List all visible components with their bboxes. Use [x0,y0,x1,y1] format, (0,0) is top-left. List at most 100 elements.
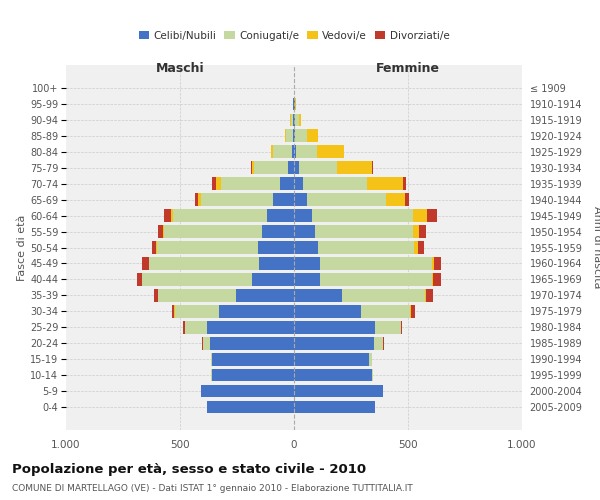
Bar [294,130,295,142]
Bar [154,289,158,302]
Bar [412,305,415,318]
Bar [294,321,375,334]
Bar [262,226,294,238]
Bar [374,337,383,349]
Bar [274,194,294,206]
Bar [403,178,406,190]
Bar [320,257,432,270]
Bar [337,162,371,174]
Bar [296,146,317,158]
Bar [294,273,320,285]
Bar [418,242,424,254]
Bar [149,257,259,270]
Bar [251,162,252,174]
Bar [212,178,217,190]
Bar [173,210,266,222]
Bar [294,369,371,382]
Bar [171,210,173,222]
Bar [198,194,200,206]
Bar [369,353,371,366]
Bar [209,337,294,349]
Bar [151,242,156,254]
Bar [266,210,294,222]
Bar [383,337,384,349]
Bar [252,273,294,285]
Bar [294,146,296,158]
Bar [236,289,294,302]
Bar [286,130,293,142]
Bar [203,337,209,349]
Bar [303,178,367,190]
Bar [208,401,294,413]
Bar [259,257,294,270]
Bar [410,305,412,318]
Bar [217,178,221,190]
Bar [427,210,437,222]
Bar [200,194,274,206]
Text: COMUNE DI MARTELLAGO (VE) - Dati ISTAT 1° gennaio 2010 - Elaborazione TUTTITALIA: COMUNE DI MARTELLAGO (VE) - Dati ISTAT 1… [12,484,413,493]
Bar [294,257,320,270]
Bar [294,98,295,110]
Text: Femmine: Femmine [376,62,440,75]
Bar [386,194,404,206]
Bar [294,353,369,366]
Bar [219,305,294,318]
Bar [208,321,294,334]
Bar [280,178,294,190]
Bar [414,242,418,254]
Bar [434,257,441,270]
Bar [295,130,307,142]
Bar [164,226,262,238]
Bar [317,146,344,158]
Bar [254,162,289,174]
Bar [184,321,185,334]
Bar [202,337,203,349]
Bar [425,289,426,302]
Bar [158,226,163,238]
Y-axis label: Fasce di età: Fasce di età [17,214,27,280]
Bar [172,305,175,318]
Bar [185,321,208,334]
Bar [292,146,294,158]
Bar [426,289,433,302]
Bar [157,242,257,254]
Bar [401,321,403,334]
Bar [295,114,299,126]
Bar [293,98,294,110]
Bar [371,162,373,174]
Bar [294,242,318,254]
Text: Popolazione per età, sesso e stato civile - 2010: Popolazione per età, sesso e stato civil… [12,462,366,475]
Bar [299,162,337,174]
Bar [299,114,301,126]
Bar [175,305,219,318]
Bar [290,114,293,126]
Bar [307,130,318,142]
Bar [294,401,375,413]
Bar [361,305,410,318]
Bar [432,273,433,285]
Bar [367,178,403,190]
Bar [293,114,294,126]
Bar [294,337,374,349]
Bar [294,210,312,222]
Bar [257,242,294,254]
Bar [156,242,157,254]
Bar [294,194,307,206]
Bar [289,162,294,174]
Bar [307,194,386,206]
Bar [163,226,164,238]
Bar [211,369,212,382]
Y-axis label: Anni di nascita: Anni di nascita [592,206,600,289]
Bar [419,226,426,238]
Bar [271,146,274,158]
Bar [413,210,427,222]
Bar [200,385,294,398]
Bar [432,257,434,270]
Bar [211,353,212,366]
Bar [142,257,149,270]
Bar [252,162,254,174]
Bar [294,114,295,126]
Bar [158,289,236,302]
Bar [294,226,314,238]
Bar [314,226,413,238]
